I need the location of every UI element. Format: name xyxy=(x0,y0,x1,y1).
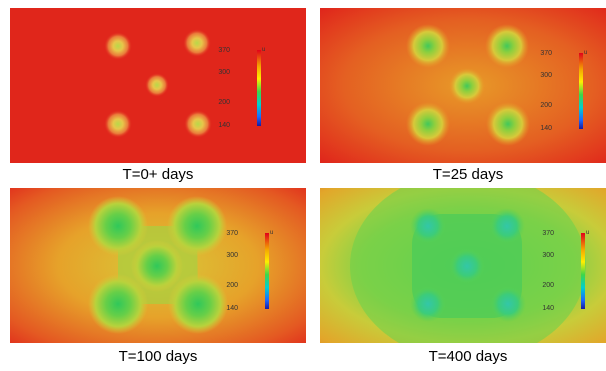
well-top-left xyxy=(410,208,446,244)
colorbar-tick: 200 xyxy=(218,99,230,106)
well-bottom-right xyxy=(490,286,526,322)
panel-t25: u 370 300 200 140 xyxy=(320,8,606,163)
panel-t0: u 370 300 200 140 xyxy=(10,8,306,163)
well-bottom-left xyxy=(410,286,446,322)
well-center xyxy=(131,240,183,292)
well-center xyxy=(449,248,485,284)
colorbar-tick: 140 xyxy=(226,305,238,312)
colorbar-tick: 370 xyxy=(218,47,230,54)
well-bottom-left xyxy=(88,274,148,334)
colorbar-gradient xyxy=(257,50,261,126)
panel-t100: u 370 300 200 140 xyxy=(10,188,306,343)
colorbar-tick: 140 xyxy=(540,125,552,132)
well-top-left xyxy=(88,196,148,256)
well-top-left xyxy=(406,24,450,68)
colorbar-tick: 140 xyxy=(542,305,554,312)
colorbar-tick: 300 xyxy=(540,72,552,79)
colorbar-unit: u xyxy=(270,230,274,236)
well-top-right xyxy=(489,208,525,244)
colorbar-tick: 140 xyxy=(218,122,230,129)
well-top-left xyxy=(104,32,132,60)
colorbar-gradient xyxy=(265,233,269,309)
colorbar-tick: 300 xyxy=(226,252,238,259)
caption-t400: T=400 days xyxy=(428,348,508,365)
colorbar-tick: 200 xyxy=(226,282,238,289)
colorbar-unit: u xyxy=(584,50,588,56)
colorbar-tick: 370 xyxy=(540,50,552,57)
well-center xyxy=(145,73,169,97)
colorbar-tick: 200 xyxy=(540,102,552,109)
caption-t0: T=0+ days xyxy=(122,166,194,183)
colorbar-tick: 200 xyxy=(542,282,554,289)
colorbar-unit: u xyxy=(586,230,590,236)
panel-t400: u 370 300 200 140 xyxy=(320,188,606,343)
caption-t100: T=100 days xyxy=(118,348,198,365)
colorbar-unit: u xyxy=(262,47,266,53)
well-center xyxy=(449,68,485,104)
well-top-right xyxy=(167,196,227,256)
well-top-right xyxy=(485,24,529,68)
colorbar-gradient xyxy=(579,53,583,129)
colorbar-tick: 370 xyxy=(542,230,554,237)
caption-t25: T=25 days xyxy=(432,166,504,183)
colorbar-gradient xyxy=(581,233,585,309)
well-bottom-right xyxy=(184,110,212,138)
colorbar-tick: 370 xyxy=(226,230,238,237)
well-bottom-right xyxy=(168,274,228,334)
colorbar-tick: 300 xyxy=(218,69,230,76)
well-bottom-left xyxy=(104,110,132,138)
well-top-right xyxy=(183,29,211,57)
well-bottom-left xyxy=(406,102,450,146)
colorbar-tick: 300 xyxy=(542,252,554,259)
well-bottom-right xyxy=(486,102,530,146)
